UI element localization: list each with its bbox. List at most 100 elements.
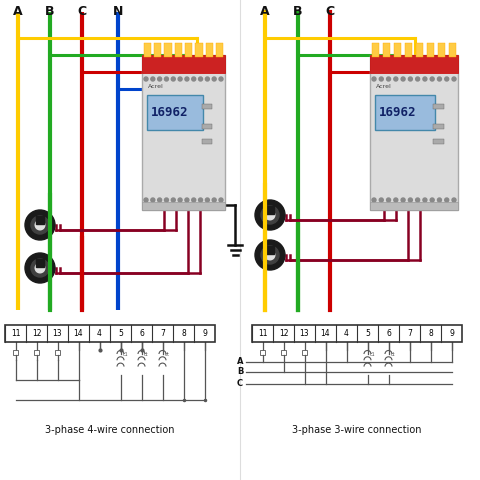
Bar — [433, 124, 444, 129]
Circle shape — [171, 198, 175, 202]
Circle shape — [178, 77, 182, 81]
Bar — [266, 246, 274, 253]
Text: 6: 6 — [139, 329, 144, 338]
Circle shape — [151, 77, 155, 81]
Bar — [281, 350, 286, 355]
Circle shape — [445, 198, 449, 202]
Circle shape — [35, 263, 45, 273]
Circle shape — [408, 198, 412, 202]
Circle shape — [219, 198, 223, 202]
Circle shape — [265, 210, 275, 220]
Text: A: A — [13, 5, 23, 18]
Text: 4: 4 — [97, 329, 102, 338]
Circle shape — [452, 198, 456, 202]
Text: 16962: 16962 — [151, 106, 189, 119]
Circle shape — [416, 198, 420, 202]
Circle shape — [219, 77, 223, 81]
Text: B: B — [45, 5, 55, 18]
Circle shape — [423, 198, 427, 202]
Bar — [394, 43, 401, 57]
Circle shape — [144, 77, 148, 81]
Bar — [36, 259, 44, 266]
Text: 14: 14 — [321, 329, 330, 338]
Circle shape — [185, 198, 189, 202]
Text: c1: c1 — [122, 352, 128, 357]
Bar — [405, 43, 412, 57]
Circle shape — [255, 200, 285, 230]
Text: C: C — [237, 380, 243, 388]
Circle shape — [165, 198, 168, 202]
Text: Acrel: Acrel — [376, 84, 392, 89]
Circle shape — [192, 77, 196, 81]
Circle shape — [265, 250, 275, 260]
Circle shape — [192, 198, 196, 202]
Bar — [375, 95, 435, 130]
Text: et: et — [165, 352, 169, 357]
Bar — [142, 202, 225, 210]
Text: B: B — [237, 368, 243, 376]
Bar — [195, 43, 203, 57]
Circle shape — [171, 77, 175, 81]
Bar — [55, 350, 60, 355]
Text: 8: 8 — [181, 329, 186, 338]
Circle shape — [261, 206, 279, 224]
Bar — [416, 43, 423, 57]
Text: 9: 9 — [449, 329, 454, 338]
Circle shape — [157, 77, 162, 81]
Text: 11: 11 — [258, 329, 267, 338]
Circle shape — [31, 259, 49, 277]
Text: 4: 4 — [344, 329, 349, 338]
Circle shape — [416, 77, 420, 81]
Bar — [34, 350, 39, 355]
Circle shape — [199, 77, 203, 81]
Circle shape — [430, 77, 434, 81]
Text: 6: 6 — [386, 329, 391, 338]
Text: 14: 14 — [74, 329, 84, 338]
Circle shape — [379, 77, 383, 81]
Circle shape — [386, 77, 391, 81]
Bar — [206, 43, 213, 57]
Circle shape — [261, 246, 279, 264]
Text: 5: 5 — [118, 329, 123, 338]
Text: C: C — [325, 5, 335, 18]
Text: c1: c1 — [370, 352, 375, 357]
Circle shape — [372, 198, 376, 202]
Text: A: A — [260, 5, 270, 18]
Text: 7: 7 — [407, 329, 412, 338]
Text: C: C — [77, 5, 86, 18]
Bar — [202, 139, 212, 144]
Circle shape — [437, 198, 442, 202]
Circle shape — [165, 77, 168, 81]
Text: 7: 7 — [160, 329, 165, 338]
Bar — [154, 43, 161, 57]
Circle shape — [205, 77, 209, 81]
Text: 12: 12 — [279, 329, 288, 338]
Circle shape — [386, 198, 391, 202]
Circle shape — [212, 77, 216, 81]
Bar — [372, 43, 379, 57]
Bar — [202, 124, 212, 129]
Text: 13: 13 — [53, 329, 62, 338]
Bar — [449, 43, 456, 57]
Circle shape — [452, 77, 456, 81]
Circle shape — [255, 240, 285, 270]
Text: 8: 8 — [428, 329, 433, 338]
Text: ct: ct — [391, 352, 395, 357]
Circle shape — [205, 198, 209, 202]
Circle shape — [25, 210, 55, 240]
Bar — [142, 55, 225, 210]
Bar — [433, 139, 444, 144]
Bar — [252, 325, 462, 342]
Circle shape — [379, 198, 383, 202]
Bar — [216, 43, 224, 57]
Bar — [383, 43, 390, 57]
Text: 9: 9 — [202, 329, 207, 338]
Text: 5: 5 — [365, 329, 370, 338]
Circle shape — [212, 198, 216, 202]
Circle shape — [372, 77, 376, 81]
Circle shape — [185, 77, 189, 81]
Circle shape — [394, 77, 398, 81]
Circle shape — [437, 77, 442, 81]
Bar — [142, 55, 225, 73]
Bar — [202, 104, 212, 109]
